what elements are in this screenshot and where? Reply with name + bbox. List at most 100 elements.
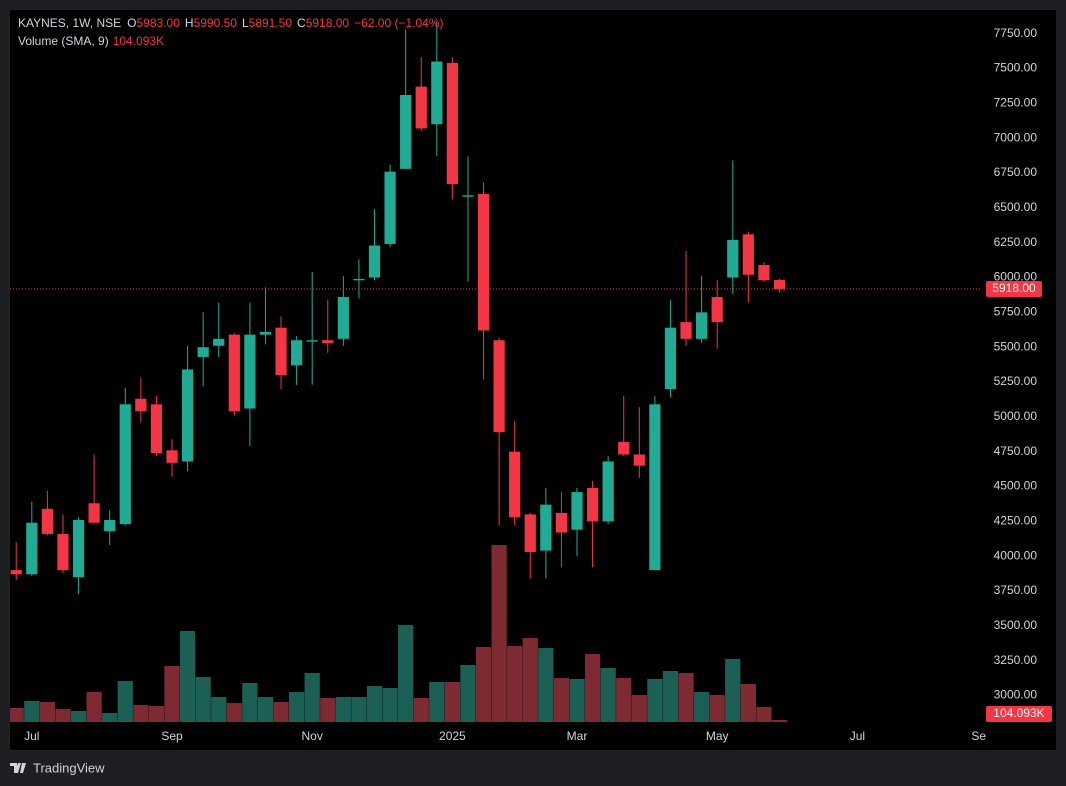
candle-body — [680, 322, 692, 339]
last-price-label: 5918.00 — [992, 281, 1036, 295]
volume-bar — [148, 706, 165, 722]
volume-bar — [382, 688, 398, 722]
volume-bar — [756, 706, 772, 722]
candle-body — [41, 508, 53, 534]
y-tick-label: 3250.00 — [994, 653, 1038, 667]
symbol: KAYNES, 1W, NSE — [18, 16, 121, 30]
volume-bar — [288, 692, 305, 722]
ohlc-value: 5983.00 — [137, 16, 181, 30]
y-tick-label: 5250.00 — [994, 374, 1038, 388]
brand-logo: TradingView — [10, 760, 105, 775]
x-tick-label: Sep — [971, 729, 993, 743]
candle-body — [197, 347, 209, 357]
y-tick-label: 3500.00 — [994, 618, 1038, 632]
volume-bar — [631, 694, 647, 722]
candle-body — [322, 340, 334, 344]
candle-body — [571, 492, 583, 530]
candle-body — [742, 234, 754, 275]
ohlc-value: 5990.50 — [194, 16, 238, 30]
y-tick-label: 5000.00 — [994, 409, 1038, 423]
volume-bar — [678, 672, 694, 722]
last-price-box — [986, 280, 1042, 297]
y-tick-label: 6250.00 — [994, 235, 1038, 249]
x-tick-label: Sep — [161, 729, 183, 743]
volume-bar — [39, 702, 56, 722]
candle-body — [10, 570, 22, 575]
candle-body — [57, 533, 69, 571]
candle-body — [337, 297, 349, 339]
volume-bar — [569, 678, 585, 722]
volume-title: Volume (SMA, 9) 104.093K — [18, 34, 164, 48]
volume-bar — [709, 694, 725, 722]
volume-bar — [647, 678, 663, 722]
brand-name: TradingView — [33, 760, 105, 775]
volume-bar — [444, 682, 461, 722]
ohlc-key: C — [297, 16, 306, 30]
y-tick-label: 5750.00 — [994, 305, 1038, 319]
candle-body — [135, 398, 147, 412]
candle-body — [228, 334, 240, 412]
candle-body — [275, 327, 287, 376]
y-tick-label: 6500.00 — [994, 200, 1038, 214]
candle-body — [664, 327, 677, 389]
candle-body — [104, 519, 116, 532]
volume-bar — [304, 672, 320, 722]
y-tick-label: 3000.00 — [994, 688, 1038, 702]
volume-bar — [491, 545, 507, 722]
y-tick-label: 3750.00 — [994, 583, 1038, 597]
y-tick-label: 7750.00 — [994, 26, 1038, 40]
axes: 3000.00 3250.00 3500.00 3750.00 4000.00 4250.… — [24, 26, 1052, 743]
y-tick-label: 4500.00 — [994, 479, 1038, 493]
volume-bar — [616, 678, 632, 722]
candle-body — [368, 245, 381, 278]
volume-bar — [242, 682, 258, 722]
y-tick-label: 6750.00 — [994, 165, 1038, 179]
candle-body — [618, 441, 630, 455]
candle-body — [72, 519, 85, 578]
volume-bar — [693, 692, 710, 722]
candle-body — [493, 340, 505, 433]
volume-bar — [102, 712, 118, 722]
candle-body — [213, 338, 225, 346]
volume-bar — [211, 696, 227, 722]
candle-body — [291, 340, 303, 366]
legend-line: KAYNES, 1W, NSE O5983.00 H5990.50 L5891.50 C… — [18, 16, 444, 30]
candle-body — [353, 278, 365, 281]
candle-body — [244, 334, 256, 409]
x-tick-label: Nov — [302, 729, 323, 743]
plot-area — [10, 22, 982, 722]
y-tick-label: 5500.00 — [994, 339, 1038, 353]
volume-bar — [522, 638, 538, 722]
volume-bar — [117, 680, 133, 722]
change: −62.00 (−1.04%) — [354, 16, 443, 30]
ohlc-key: H — [185, 16, 194, 30]
candle-body — [431, 61, 443, 125]
candle-body — [586, 487, 599, 522]
candle-body — [446, 62, 458, 185]
y-tick-label: 6000.00 — [994, 270, 1038, 284]
candle-body — [602, 461, 614, 522]
volume-bar — [460, 664, 476, 722]
y-tick-label: 4000.00 — [994, 548, 1038, 562]
ohlc-value: 5918.00 — [306, 16, 350, 30]
candle-body — [633, 454, 645, 466]
volume-bar — [413, 698, 429, 722]
x-tick-label: Mar — [567, 729, 588, 743]
volume-bar — [600, 668, 616, 722]
candle-body — [400, 94, 412, 169]
volume-bar — [351, 696, 367, 722]
volume-bar — [584, 654, 601, 722]
candle-body — [477, 193, 490, 331]
volume-name: Volume (SMA, 9) — [18, 34, 109, 48]
ohlc-key: L — [242, 16, 249, 30]
y-tick-label: 7500.00 — [994, 61, 1038, 75]
candle-body — [727, 239, 739, 278]
volume-bar — [179, 630, 196, 722]
x-tick-label: May — [706, 729, 729, 743]
volume-bar — [86, 692, 102, 722]
volume-bar — [70, 710, 87, 722]
volume-bar — [429, 682, 445, 722]
candle-body — [384, 171, 396, 245]
candle-body — [181, 369, 194, 462]
candle-body — [150, 404, 163, 454]
